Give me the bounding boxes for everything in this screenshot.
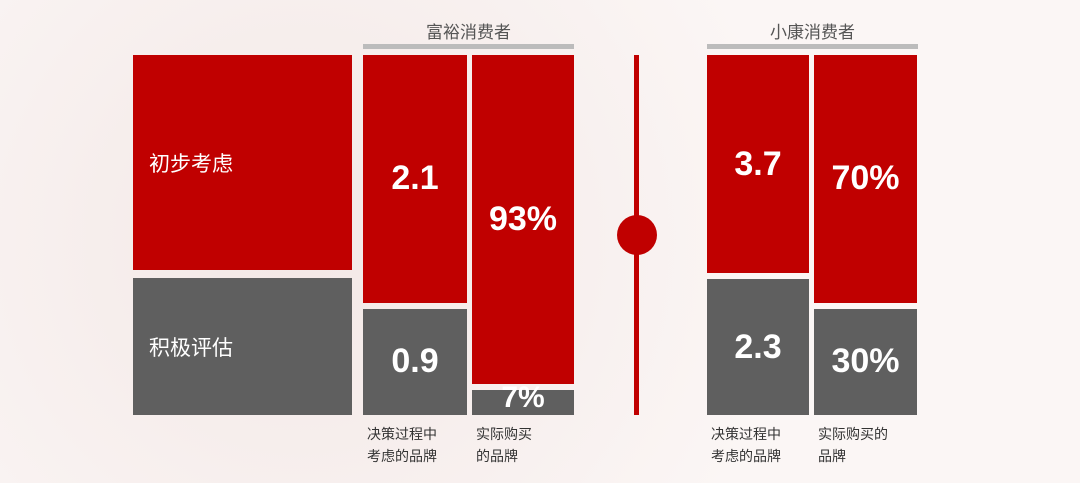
data-label: 70% [831, 159, 900, 198]
group-title-affluent: 富裕消费者 [426, 23, 511, 43]
caption-line: 实际购买的 [818, 427, 888, 443]
caption-line: 考虑的品牌 [711, 449, 781, 465]
row-label-active: 积极评估 [133, 278, 352, 415]
bar-segment: 30% [814, 308, 917, 415]
bar-segment: 3.7 [707, 55, 809, 274]
bar-caption: 实际购买的品牌 [476, 424, 532, 468]
divider-circle [617, 215, 657, 255]
bar-segment: 2.3 [707, 279, 809, 415]
caption-line: 的品牌 [476, 449, 518, 465]
group-underline [363, 44, 574, 49]
data-label: 3.7 [734, 144, 782, 183]
caption-line: 考虑的品牌 [367, 449, 437, 465]
data-label: 93% [488, 200, 558, 239]
group-underline [707, 44, 918, 49]
bar-segment: 0.9 [363, 308, 467, 415]
row-label-text: 初步考虑 [149, 151, 233, 176]
bar-caption: 决策过程中考虑的品牌 [367, 424, 437, 468]
data-label: 2.3 [734, 327, 782, 366]
bar-segment: 2.1 [363, 55, 467, 303]
data-label: 30% [831, 342, 900, 381]
row-label-text: 积极评估 [149, 335, 233, 360]
bar-segment: 70% [814, 55, 917, 303]
bar-segment: 7% [472, 381, 574, 415]
data-label: 0.9 [391, 342, 439, 381]
caption-line: 决策过程中 [367, 427, 437, 443]
bar-caption: 实际购买的品牌 [818, 424, 888, 468]
caption-line: 决策过程中 [711, 427, 781, 443]
caption-line: 品牌 [818, 449, 846, 465]
data-label: 7% [501, 380, 545, 414]
caption-line: 实际购买 [476, 427, 532, 443]
row-label-initial: 初步考虑 [133, 55, 352, 270]
bar-caption: 决策过程中考虑的品牌 [711, 424, 781, 468]
data-label: 2.1 [391, 159, 439, 198]
bar-segment: 93% [472, 55, 574, 385]
group-title-middle: 小康消费者 [770, 23, 855, 43]
